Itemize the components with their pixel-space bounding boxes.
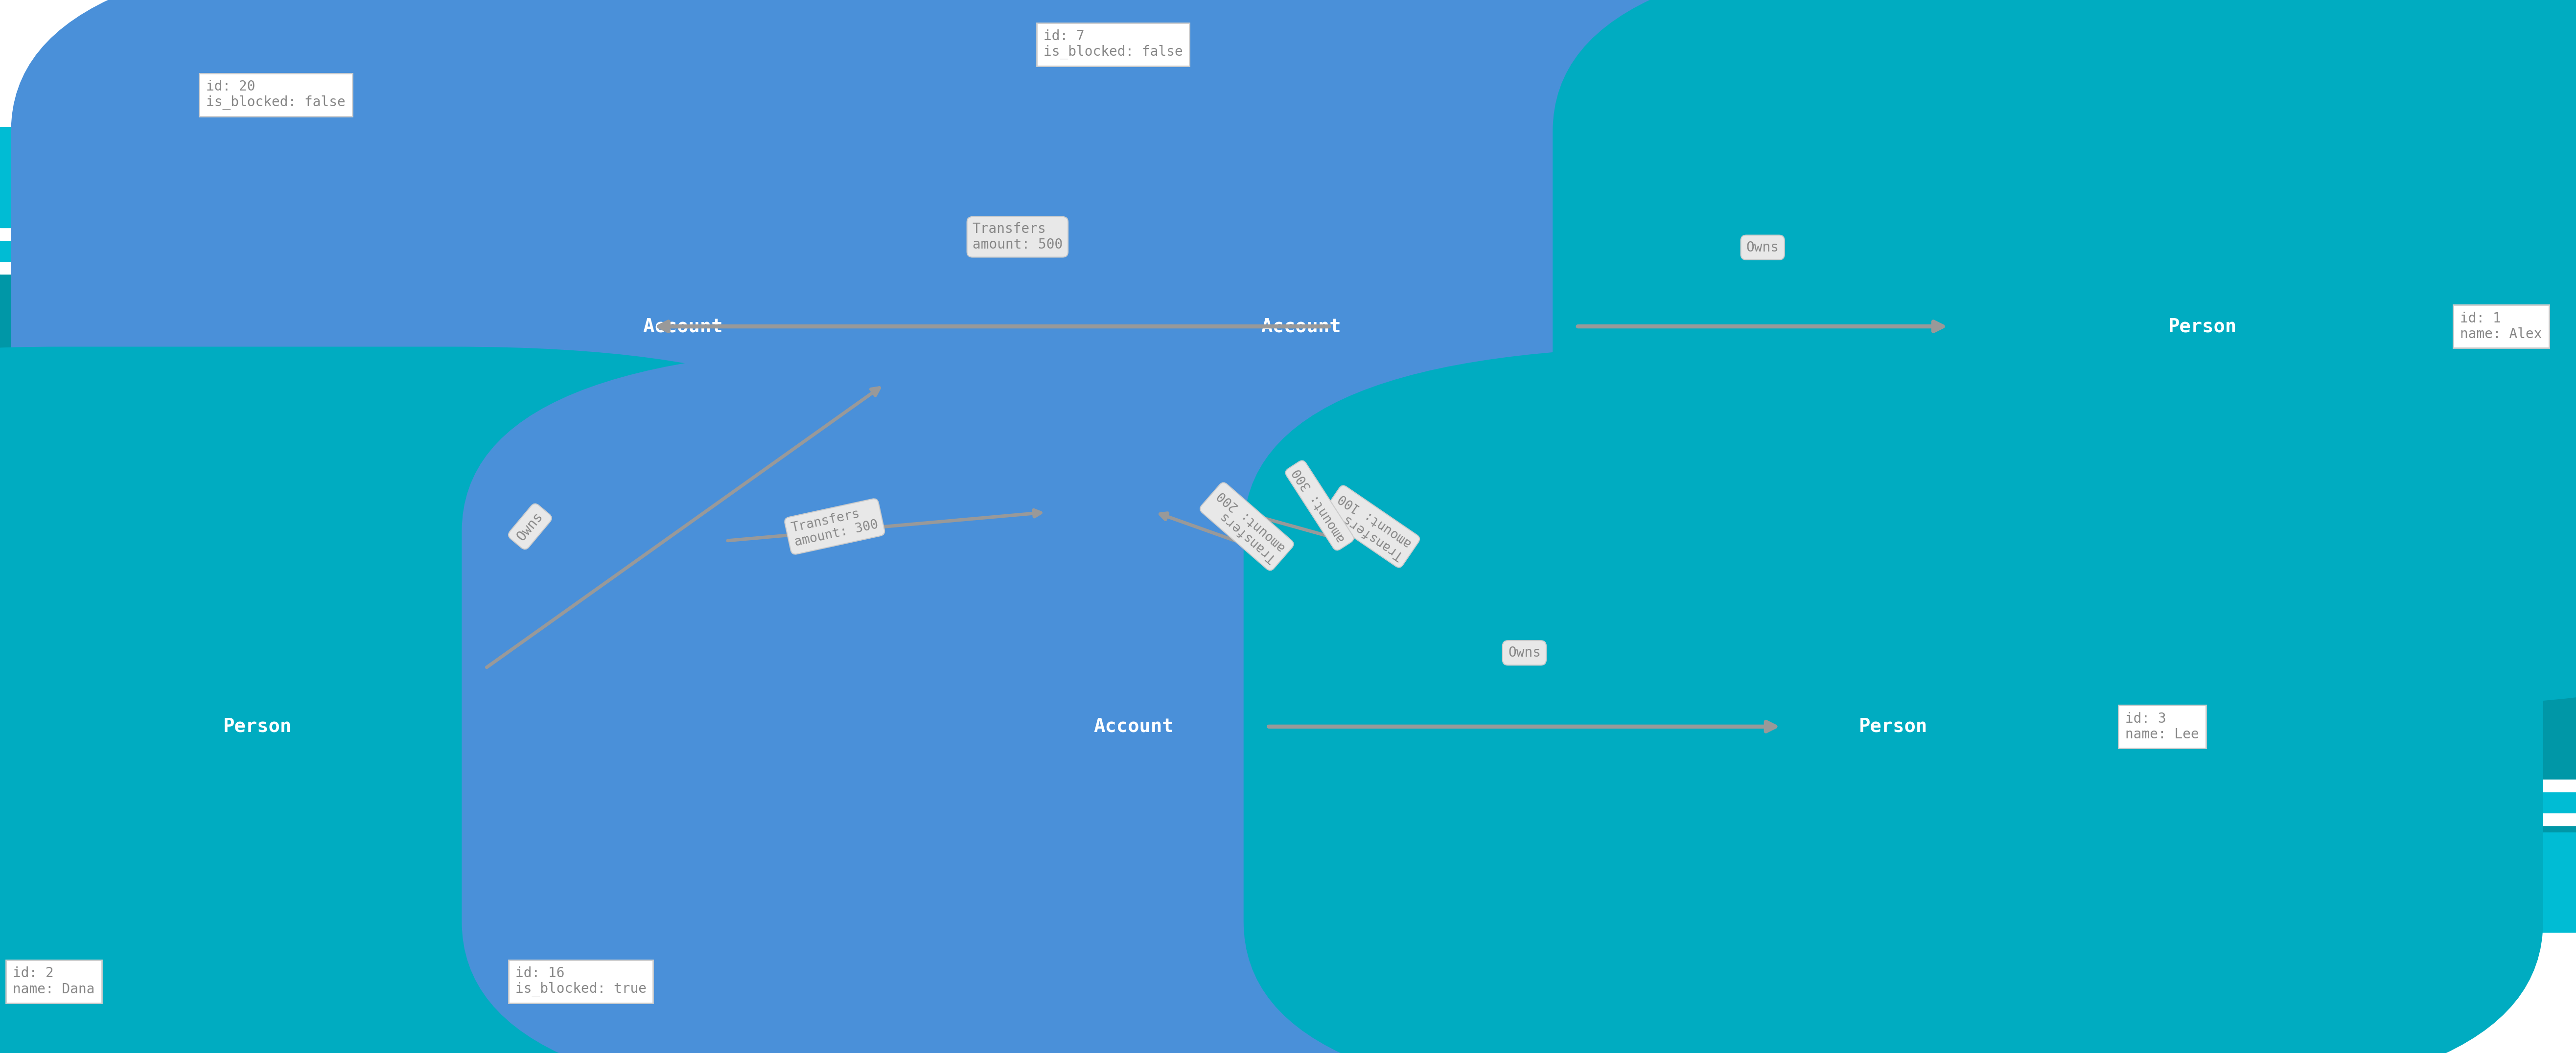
Bar (0, 499, 2576, 504)
Bar (0, 564, 2576, 568)
Text: Transfers
amount: 500: Transfers amount: 500 (971, 222, 1064, 252)
Bar (0, 240, 2576, 261)
Bar (0, 482, 2576, 485)
Bar (0, 832, 2576, 932)
Bar (0, 505, 2576, 511)
Bar (0, 274, 2576, 379)
Text: id: 3
name: Lee: id: 3 name: Lee (2125, 712, 2200, 741)
Bar (0, 779, 2576, 792)
Bar (0, 531, 2576, 536)
Bar (0, 442, 2576, 611)
Bar (0, 571, 2576, 574)
FancyBboxPatch shape (0, 346, 907, 1053)
Text: Account: Account (1092, 717, 1175, 736)
Bar (0, 826, 2576, 832)
Bar (0, 494, 2576, 498)
Bar (0, 543, 2576, 549)
FancyBboxPatch shape (629, 0, 1973, 707)
Text: Person: Person (1860, 717, 1927, 736)
Text: id: 2
name: Dana: id: 2 name: Dana (13, 967, 95, 996)
Bar (0, 640, 2576, 661)
Bar (0, 481, 2576, 571)
FancyBboxPatch shape (461, 346, 1806, 1053)
Bar (0, 792, 2576, 813)
Bar (0, 379, 2576, 392)
Bar (0, 227, 2576, 240)
Bar (0, 557, 2576, 561)
FancyBboxPatch shape (1244, 346, 2543, 1053)
Text: id: 16
is_blocked: true: id: 16 is_blocked: true (515, 967, 647, 996)
Text: id: 20
is_blocked: false: id: 20 is_blocked: false (206, 80, 345, 110)
Text: Owns: Owns (1507, 645, 1540, 660)
Bar (0, 392, 2576, 413)
Text: amount: 300: amount: 300 (1291, 466, 1347, 544)
Bar (0, 551, 2576, 555)
Bar (0, 517, 2576, 523)
Bar (0, 425, 2576, 432)
Text: Transfers
amount: 200: Transfers amount: 200 (1206, 489, 1288, 564)
Bar (0, 628, 2576, 640)
Bar (0, 674, 2576, 779)
Bar (0, 413, 2576, 425)
Text: Owns: Owns (1747, 240, 1780, 255)
FancyBboxPatch shape (10, 0, 1355, 707)
Bar (0, 432, 2576, 532)
Bar (0, 528, 2576, 628)
FancyBboxPatch shape (1553, 0, 2576, 707)
Text: Account: Account (641, 317, 724, 336)
Text: Owns: Owns (515, 510, 546, 543)
Bar (0, 813, 2576, 826)
Text: id: 7
is_blocked: false: id: 7 is_blocked: false (1043, 29, 1182, 59)
Text: Person: Person (2169, 317, 2236, 336)
Text: id: 1
name: Alex: id: 1 name: Alex (2460, 312, 2543, 341)
Bar (0, 488, 2576, 492)
Bar (0, 523, 2576, 530)
Bar (0, 537, 2576, 542)
Text: Transfers
amount: 100: Transfers amount: 100 (1329, 491, 1414, 562)
Bar (0, 127, 2576, 227)
Text: Transfers
amount: 300: Transfers amount: 300 (791, 504, 878, 549)
Bar (0, 261, 2576, 274)
Bar (0, 661, 2576, 674)
Bar (0, 512, 2576, 517)
Text: Account: Account (1260, 317, 1342, 336)
Bar (0, 476, 2576, 479)
Text: Person: Person (224, 717, 291, 736)
